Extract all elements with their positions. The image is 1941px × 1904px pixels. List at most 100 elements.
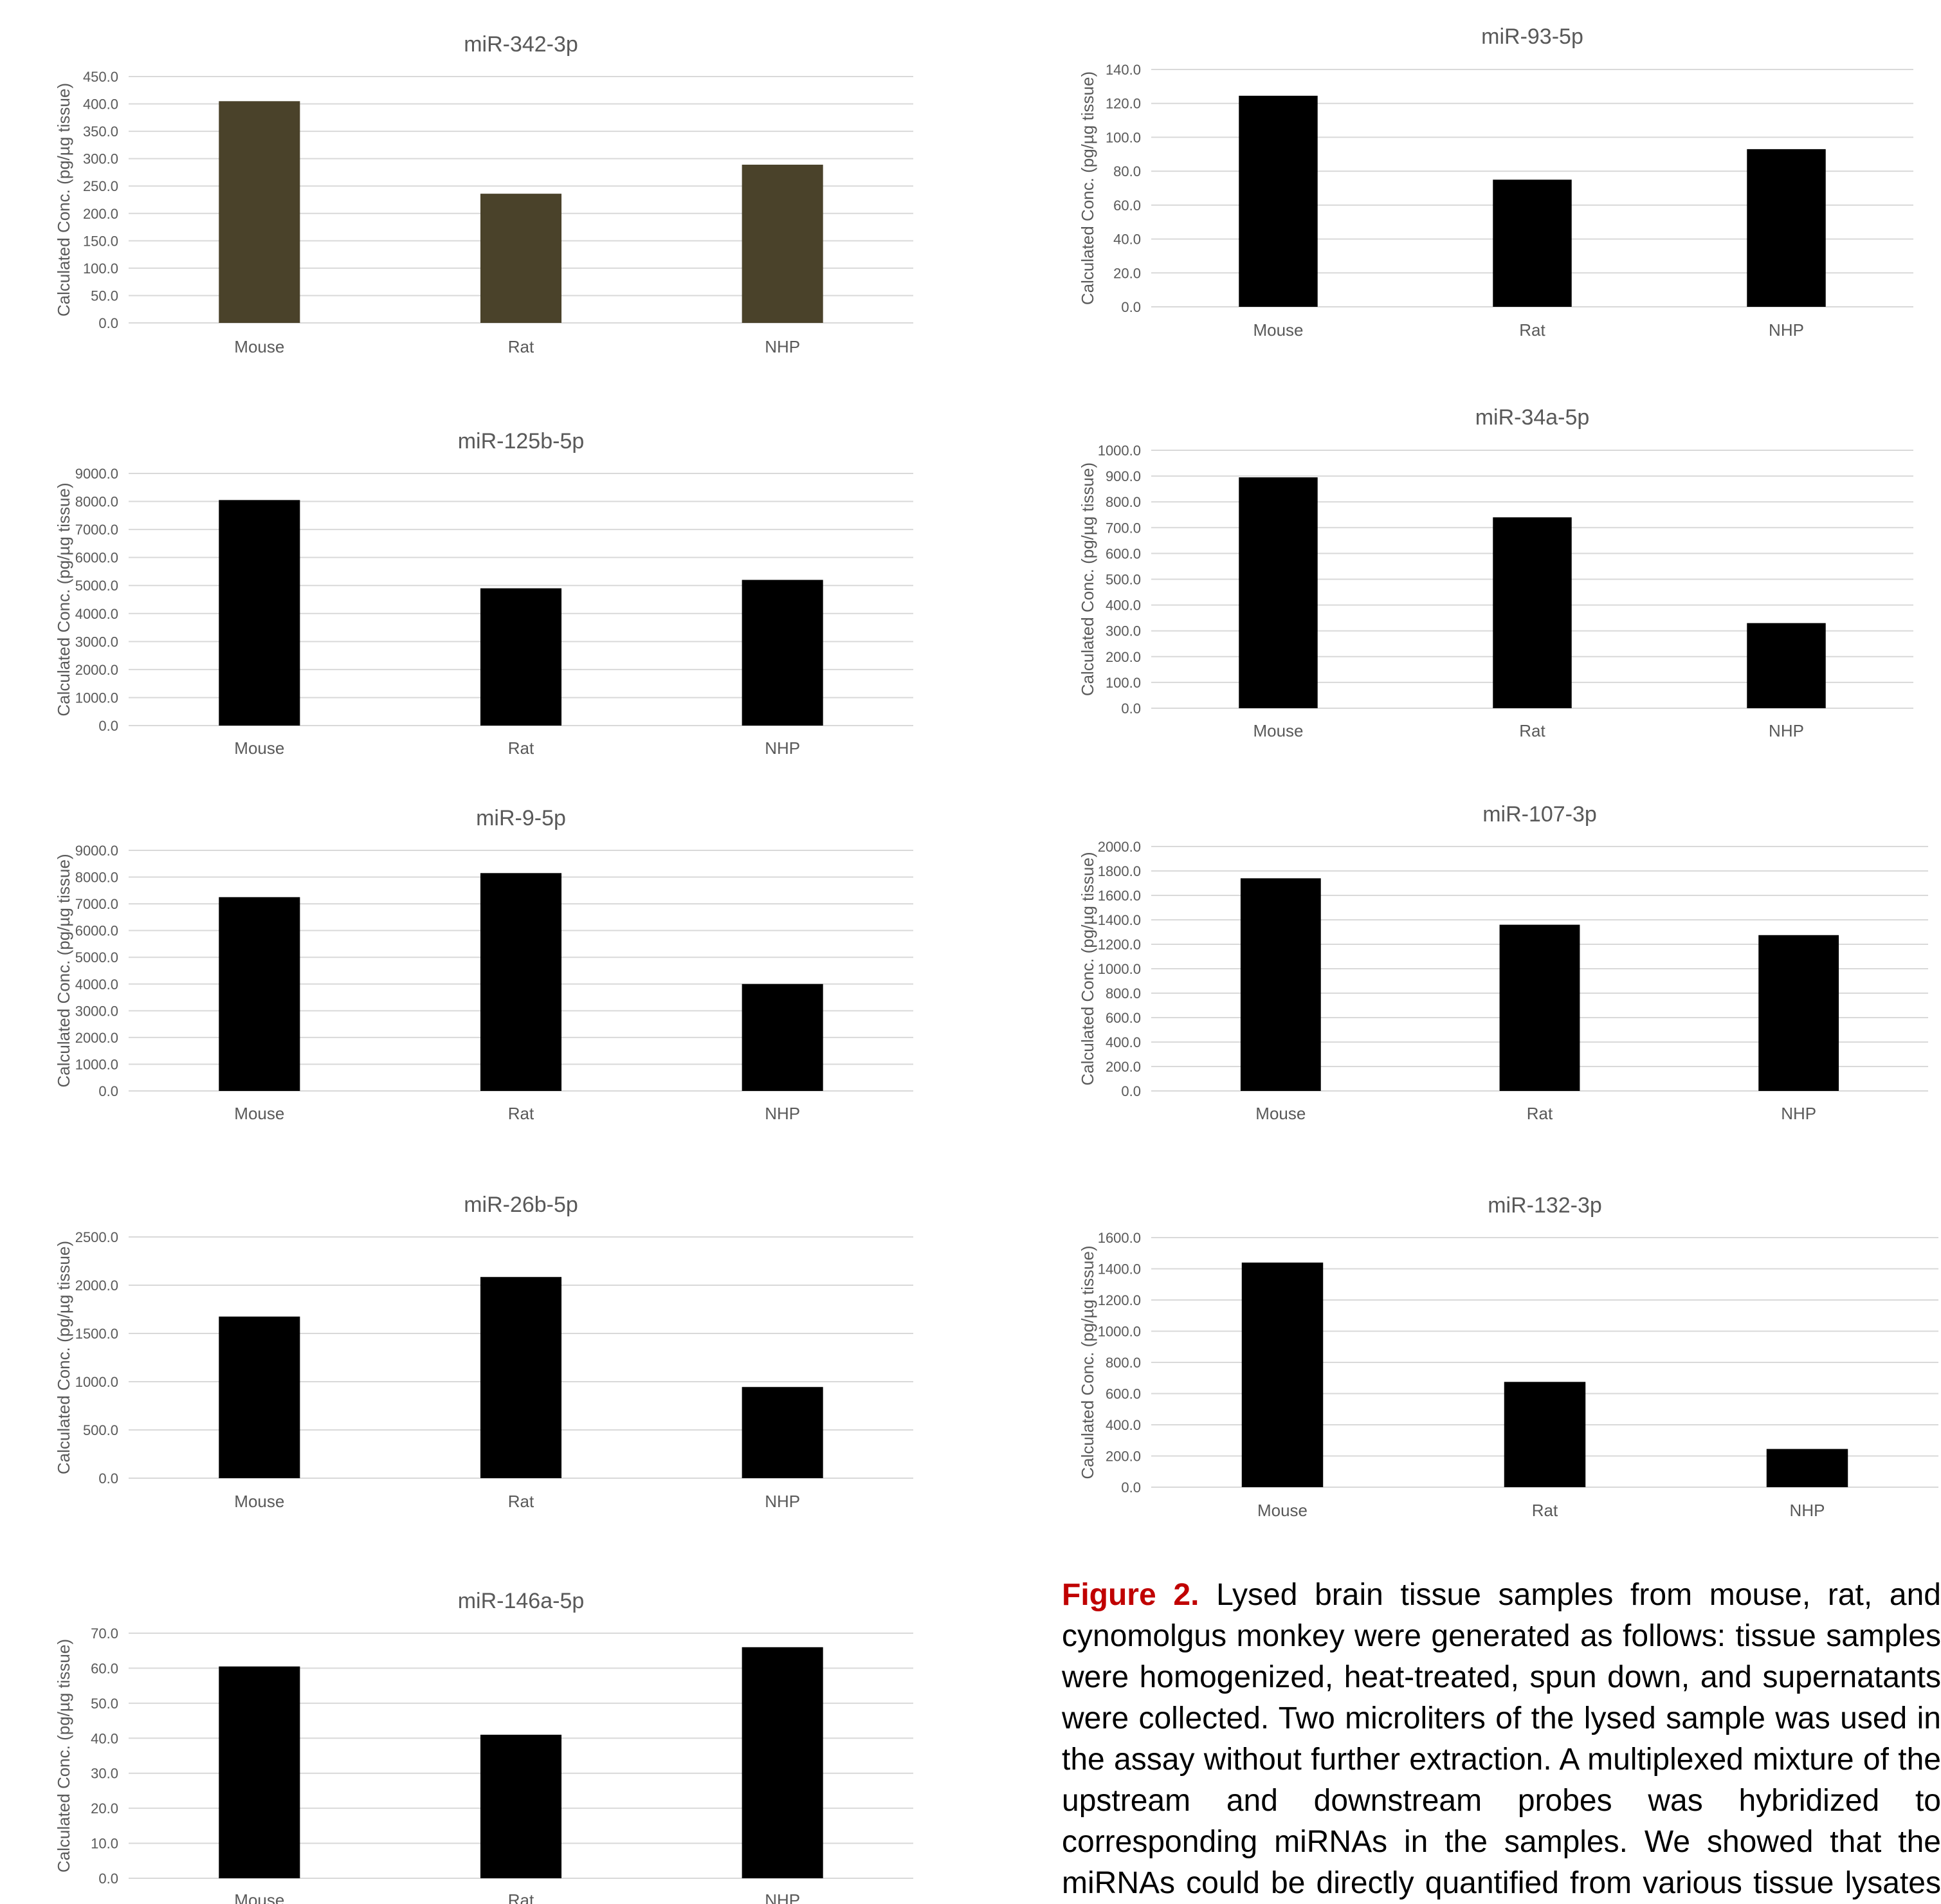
x-tick-label: Rat: [508, 1492, 534, 1511]
x-tick-label: Mouse: [234, 738, 284, 758]
y-tick-label: 500.0: [83, 1422, 118, 1438]
y-tick-label: 800.0: [1106, 494, 1141, 510]
y-tick-label: 7000.0: [75, 522, 118, 538]
y-tick-label: 50.0: [91, 288, 118, 304]
y-tick-label: 2000.0: [75, 1277, 118, 1294]
x-tick-label: Mouse: [234, 337, 284, 356]
y-tick-label: 5000.0: [75, 949, 118, 966]
y-tick-label: 0.0: [98, 315, 118, 331]
bar-mouse: [219, 1666, 300, 1878]
bar-mouse: [1240, 878, 1321, 1091]
x-tick-label: NHP: [765, 1890, 800, 1904]
y-tick-label: 6000.0: [75, 550, 118, 566]
x-tick-label: Mouse: [1253, 721, 1303, 740]
y-tick-label: 1000.0: [1098, 961, 1141, 977]
y-tick-label: 20.0: [91, 1800, 118, 1817]
y-tick-label: 0.0: [1121, 1083, 1141, 1099]
y-tick-label: 40.0: [91, 1730, 118, 1746]
x-tick-label: NHP: [765, 1104, 800, 1123]
y-tick-label: 1000.0: [75, 1374, 118, 1390]
y-tick-label: 1400.0: [1098, 1261, 1141, 1277]
bar-nhp: [1747, 149, 1826, 307]
x-tick-label: Rat: [1519, 320, 1545, 340]
bar-nhp: [1766, 1449, 1848, 1487]
y-tick-label: 1200.0: [1098, 937, 1141, 953]
y-tick-label: 10.0: [91, 1836, 118, 1852]
x-tick-label: NHP: [1781, 1104, 1816, 1123]
y-tick-label: 500.0: [1106, 572, 1141, 588]
x-tick-label: Rat: [508, 1104, 534, 1123]
y-tick-label: 5000.0: [75, 578, 118, 594]
bar-mouse: [219, 1316, 300, 1478]
y-tick-label: 0.0: [1121, 299, 1141, 315]
bar-nhp: [742, 984, 823, 1091]
x-tick-label: Mouse: [234, 1104, 284, 1123]
x-tick-label: Rat: [1519, 721, 1545, 740]
y-axis-label: Calculated Conc. (pg/µg tissue): [54, 1639, 73, 1872]
y-tick-label: 9000.0: [75, 466, 118, 482]
chart-title: miR-146a-5p: [458, 1589, 585, 1613]
x-tick-label: Mouse: [1253, 320, 1303, 340]
y-tick-label: 100.0: [1106, 675, 1141, 691]
bar-mouse: [1241, 1262, 1324, 1487]
x-tick-label: NHP: [1790, 1501, 1825, 1520]
figure-caption: Figure 2. Lysed brain tissue samples fro…: [1062, 1575, 1941, 1904]
bar-mouse: [219, 101, 300, 324]
bar-nhp: [742, 580, 823, 726]
y-tick-label: 100.0: [1106, 129, 1141, 145]
y-tick-label: 140.0: [1106, 62, 1141, 78]
y-tick-label: 0.0: [98, 1083, 118, 1099]
chart-title: miR-34a-5p: [1475, 405, 1590, 430]
bar-rat: [480, 194, 562, 323]
bar-rat: [480, 1277, 562, 1478]
bar-rat: [480, 1734, 562, 1878]
caption-text: Lysed brain tissue samples from mouse, r…: [1062, 1578, 1941, 1900]
bar-mouse: [219, 897, 300, 1091]
y-tick-label: 150.0: [83, 233, 118, 249]
y-tick-label: 400.0: [83, 96, 118, 113]
y-tick-label: 1600.0: [1098, 888, 1141, 904]
y-tick-label: 7000.0: [75, 896, 118, 912]
y-tick-label: 0.0: [98, 1871, 118, 1887]
bar-mouse: [1239, 95, 1318, 307]
x-tick-label: Rat: [508, 1890, 534, 1904]
y-tick-label: 400.0: [1106, 598, 1141, 614]
y-tick-label: 400.0: [1106, 1034, 1141, 1050]
bar-rat: [1493, 179, 1572, 307]
y-tick-label: 8000.0: [75, 494, 118, 510]
bar-nhp: [1747, 623, 1826, 708]
y-tick-label: 250.0: [83, 178, 118, 194]
chart-title: miR-26b-5p: [464, 1193, 578, 1217]
y-tick-label: 0.0: [1121, 700, 1141, 717]
y-axis-label: Calculated Conc. (pg/µg tissue): [54, 854, 73, 1087]
y-tick-label: 3000.0: [75, 1003, 118, 1019]
y-tick-label: 2500.0: [75, 1229, 118, 1245]
bar-nhp: [1758, 935, 1839, 1091]
y-tick-label: 2000.0: [1098, 839, 1141, 855]
y-tick-label: 450.0: [83, 69, 118, 85]
y-tick-label: 30.0: [91, 1766, 118, 1782]
y-tick-label: 0.0: [1121, 1479, 1141, 1496]
y-tick-label: 60.0: [1113, 197, 1141, 214]
bar-mouse: [219, 500, 300, 726]
x-tick-label: Rat: [1527, 1104, 1553, 1123]
y-axis-label: Calculated Conc. (pg/µg tissue): [1078, 71, 1097, 305]
bar-rat: [1499, 924, 1580, 1091]
x-tick-label: NHP: [1769, 320, 1804, 340]
x-tick-label: Mouse: [234, 1890, 284, 1904]
y-axis-label: Calculated Conc. (pg/µg tissue): [54, 1241, 73, 1474]
y-tick-label: 600.0: [1106, 1010, 1141, 1026]
chart-title: miR-132-3p: [1488, 1193, 1602, 1218]
y-tick-label: 60.0: [91, 1660, 118, 1676]
y-tick-label: 1000.0: [75, 1056, 118, 1072]
bar-rat: [480, 588, 562, 726]
x-tick-label: Rat: [1532, 1501, 1558, 1520]
y-tick-label: 200.0: [1106, 1449, 1141, 1465]
y-tick-label: 200.0: [83, 206, 118, 222]
y-tick-label: 800.0: [1106, 1355, 1141, 1371]
bar-rat: [480, 873, 562, 1091]
y-axis-label: Calculated Conc. (pg/µg tissue): [1078, 852, 1097, 1085]
x-tick-label: Rat: [508, 337, 534, 356]
chart-title: miR-9-5p: [476, 806, 566, 830]
